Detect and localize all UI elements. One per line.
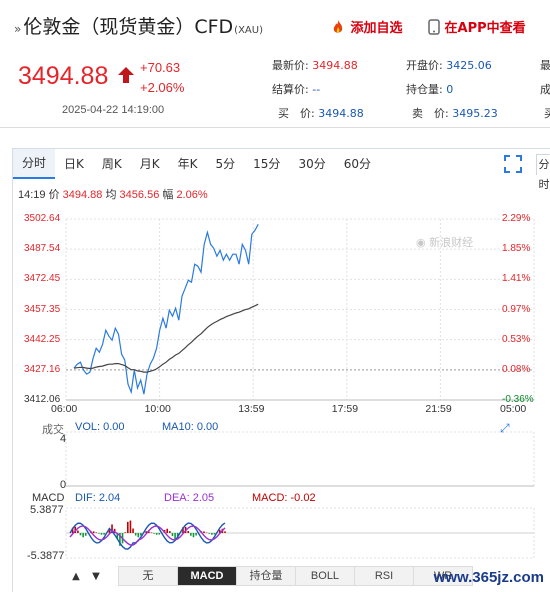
pct-tick-label: -0.36% xyxy=(502,394,534,405)
instrument-symbol: (XAU) xyxy=(234,25,263,36)
tab-intraday[interactable]: 分时 xyxy=(13,149,56,179)
time-tick-label: 13:59 xyxy=(238,403,265,415)
price-tick-label: 3487.54 xyxy=(24,243,61,255)
tab-60min[interactable]: 60分 xyxy=(343,157,371,171)
macd-dea-line xyxy=(69,525,226,546)
pct-tick-label: 0.97% xyxy=(502,303,531,315)
tab-yearly[interactable]: 年K xyxy=(177,157,198,171)
volume-y-top: 4 xyxy=(60,433,67,445)
tab-daily[interactable]: 日K xyxy=(64,157,84,171)
last-price: 3494.88 xyxy=(18,62,109,90)
up-arrow-icon xyxy=(117,66,135,88)
time-tick-label: 05:00 xyxy=(500,403,527,415)
instrument-name: 伦敦金（现货黄金）CFD xyxy=(23,16,234,38)
macd-y-bottom: -5.3877 xyxy=(27,550,65,562)
pct-tick-label: 1.85% xyxy=(502,243,531,255)
ma10-value: MA10: 0.00 xyxy=(162,421,219,433)
price-chart xyxy=(65,218,535,401)
macd-chart xyxy=(65,507,535,559)
edge-label-1: 最 xyxy=(540,59,550,72)
pct-tick-label: 0.08% xyxy=(502,363,531,375)
pct-tick-label: 0.53% xyxy=(502,333,531,345)
price-tick-label: 3427.16 xyxy=(24,363,61,375)
open-price-field: 开盘价: 3425.06 xyxy=(406,59,492,72)
latest-price-field: 最新价: 3494.88 xyxy=(272,59,358,72)
edge-label-3: 买 xyxy=(544,107,550,120)
add-watchlist-button[interactable]: 添加自选 xyxy=(330,17,403,36)
sina-logo-icon: ◉ xyxy=(416,236,426,249)
quote-datetime: 2025-04-22 14:19:00 xyxy=(62,104,165,116)
sina-watermark: ◉ 新浪财经 xyxy=(416,236,474,249)
volume-chart xyxy=(65,431,535,487)
time-tick-label: 21:59 xyxy=(425,403,452,415)
edge-label-2: 成 xyxy=(540,83,550,96)
pct-tick-label: 1.41% xyxy=(502,273,531,285)
fullscreen-icon[interactable] xyxy=(504,155,522,177)
chart-panel xyxy=(12,148,550,592)
indicator-macd[interactable]: MACD xyxy=(177,566,237,586)
indicator-bar: ▲ ▼ 无 MACD 持仓量 BOLL RSI WR xyxy=(66,566,550,586)
indicator-open-interest[interactable]: 持仓量 xyxy=(236,566,296,586)
tab-15min[interactable]: 15分 xyxy=(253,157,281,171)
price-series-line xyxy=(73,224,259,395)
volume-label: 成交 xyxy=(42,424,64,436)
time-tick-label: 06:00 xyxy=(51,403,78,415)
tab-5min[interactable]: 5分 xyxy=(215,157,236,171)
volume-settings-icon[interactable]: ⤢ xyxy=(500,421,510,435)
price-change-pct: +2.06% xyxy=(140,80,185,95)
macd-value: MACD: -0.02 xyxy=(252,492,316,504)
vol-value: VOL: 0.00 xyxy=(75,421,125,433)
indicator-none[interactable]: 无 xyxy=(118,566,178,586)
open-interest-field: 持仓量: 0 xyxy=(406,83,454,96)
intraday-tab-overflow[interactable]: 分时 xyxy=(536,154,550,191)
fire-icon xyxy=(330,20,351,36)
macd-label: MACD xyxy=(32,492,65,504)
title-prefix: » xyxy=(14,22,22,36)
divider xyxy=(0,127,550,128)
price-change: +70.63 xyxy=(140,60,181,75)
scroll-down-arrow[interactable]: ▼ xyxy=(92,570,100,582)
summary-line: 14:19 价 3494.88 均 3456.56 幅 2.06% xyxy=(18,189,208,201)
ask-price-field: 卖 价: 3495.23 xyxy=(412,107,498,120)
time-tick-label: 10:00 xyxy=(144,403,171,415)
settle-price-field: 结算价: -- xyxy=(272,83,321,96)
scroll-up-arrow[interactable]: ▲ xyxy=(72,570,80,582)
price-tick-label: 3472.45 xyxy=(24,273,61,285)
pct-tick-label: 2.29% xyxy=(502,213,531,224)
macd-dif-line xyxy=(69,522,226,550)
macd-y-top: 5.3877 xyxy=(30,504,64,516)
macd-dea: DEA: 2.05 xyxy=(164,492,215,504)
phone-icon xyxy=(428,19,445,36)
tab-weekly[interactable]: 周K xyxy=(101,157,122,171)
view-in-app-label: 在APP中查看 xyxy=(444,21,526,36)
macd-dif: DIF: 2.04 xyxy=(75,492,121,504)
price-grid xyxy=(65,218,535,401)
tab-monthly[interactable]: 月K xyxy=(139,157,160,171)
price-tick-label: 3457.35 xyxy=(24,303,61,315)
page-title: » 伦敦金（现货黄金）CFD(XAU) xyxy=(14,12,263,39)
indicator-boll[interactable]: BOLL xyxy=(295,566,355,586)
price-tick-label: 3502.64 xyxy=(24,213,61,224)
site-watermark: www.365jz.com xyxy=(433,569,544,586)
price-tick-label: 3412.06 xyxy=(24,394,61,405)
bid-price-field: 买 价: 3494.88 xyxy=(278,107,364,120)
period-tabs: 分时 日K 周K 月K 年K 5分 15分 30分 60分 xyxy=(13,149,550,179)
view-in-app-button[interactable]: 在APP中查看 xyxy=(428,17,526,36)
add-watchlist-label: 添加自选 xyxy=(350,21,403,36)
tab-30min[interactable]: 30分 xyxy=(298,157,326,171)
indicator-wr[interactable]: WR xyxy=(413,566,473,586)
volume-y-bottom: 0 xyxy=(60,479,67,491)
indicator-rsi[interactable]: RSI xyxy=(354,566,414,586)
average-series-line xyxy=(73,303,259,373)
time-tick-label: 17:59 xyxy=(331,403,359,415)
price-tick-label: 3442.25 xyxy=(24,333,61,345)
price-lines xyxy=(73,224,259,395)
